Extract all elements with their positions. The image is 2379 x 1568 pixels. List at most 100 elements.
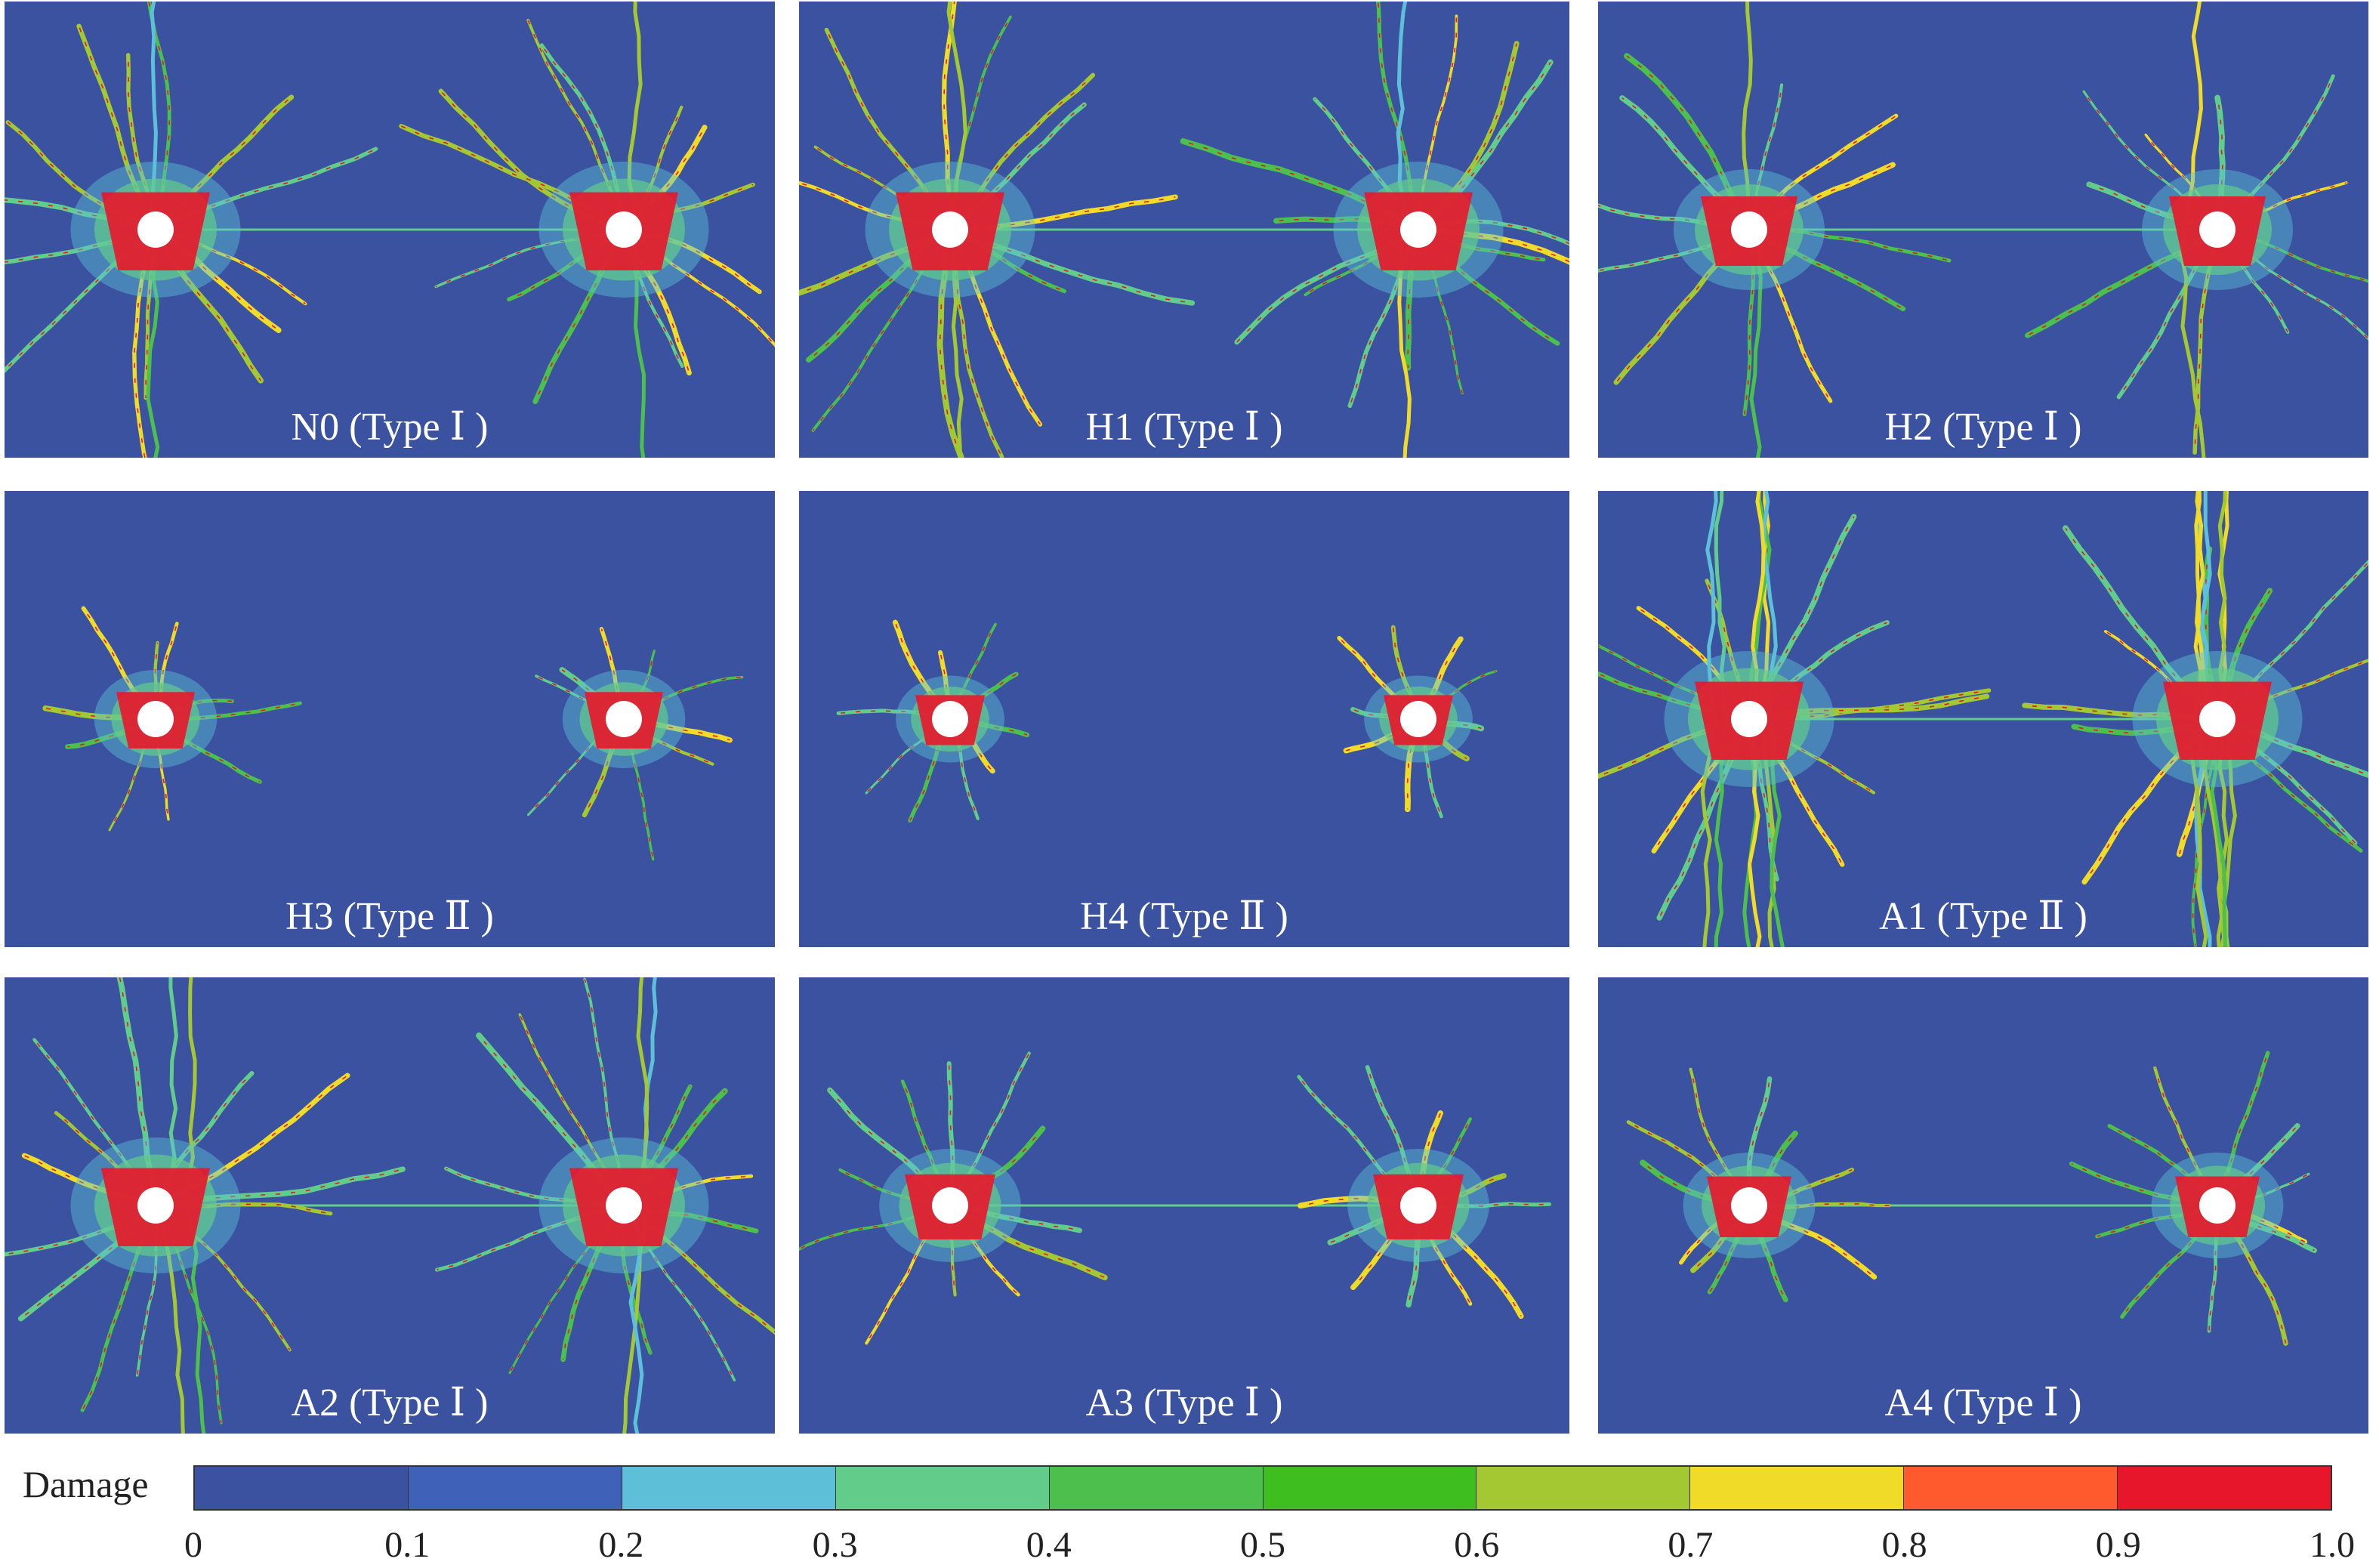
crack-core	[2217, 561, 2368, 720]
panel-label: A3 (Type Ⅰ )	[1085, 1381, 1283, 1424]
damage-panel: A1 (Type Ⅱ )	[1598, 491, 2368, 947]
panel-label: H4 (Type Ⅱ )	[1080, 895, 1288, 938]
borehole	[137, 701, 174, 737]
borehole	[2199, 211, 2236, 248]
vertical-crack	[2179, 229, 2206, 458]
damage-field	[1626, 1051, 2317, 1346]
blast-hole-left	[1598, 2, 1952, 458]
legend-color-segment	[1904, 1467, 2118, 1509]
crack-core	[799, 1205, 951, 1250]
crack-core	[2071, 1163, 2218, 1206]
crack-core	[1418, 43, 1517, 230]
crack-core	[2073, 718, 2218, 734]
crack-core	[155, 229, 279, 331]
crack-core	[812, 229, 951, 431]
blast-hole-left	[42, 606, 302, 832]
crack-core	[1418, 16, 1458, 230]
borehole	[1731, 211, 1767, 248]
crack-core	[2217, 1205, 2287, 1344]
crack-core	[949, 1205, 1080, 1231]
crack-core	[155, 702, 301, 720]
blast-hole-right	[434, 977, 775, 1434]
crack-core	[148, 2, 171, 230]
crack-core	[1748, 1205, 1875, 1278]
legend-tick-label: 0.3	[812, 1525, 858, 1565]
crack-core	[2065, 527, 2218, 720]
crack-core	[949, 229, 1065, 292]
legend-color-segment	[1476, 1467, 1691, 1509]
crack-core	[1366, 1066, 1419, 1206]
legend-tick-label: 0.7	[1668, 1525, 1714, 1565]
crack-core	[5, 229, 156, 372]
blast-hole-right	[1337, 625, 1498, 819]
crack-core	[623, 1205, 775, 1333]
blast-hole-right	[1297, 1065, 1551, 1320]
legend-colorbar	[193, 1465, 2332, 1511]
blast-hole-right	[527, 626, 744, 861]
blast-hole-left	[799, 2, 1196, 458]
legend-color-segment	[1049, 1467, 1264, 1509]
borehole	[1731, 701, 1767, 737]
blast-hole-right	[2022, 491, 2368, 947]
crack-core	[623, 229, 690, 374]
legend-tick-label: 0.9	[2095, 1525, 2141, 1565]
crack-core	[2217, 229, 2368, 340]
borehole	[606, 1187, 642, 1224]
legend-color-segment	[408, 1467, 622, 1509]
damage-panel: H4 (Type Ⅱ )	[799, 491, 1569, 947]
borehole	[1400, 1187, 1436, 1224]
damage-field	[836, 619, 1498, 823]
crack-core	[825, 29, 951, 230]
legend-tick-label: 0.5	[1240, 1525, 1285, 1565]
crack-core	[1748, 1079, 1770, 1206]
vertical-crack	[1705, 491, 1718, 720]
borehole	[932, 1187, 968, 1224]
panel-label: H2 (Type Ⅰ )	[1884, 406, 2082, 449]
blast-hole-right	[1180, 2, 1569, 458]
legend-tick-label: 1.0	[2310, 1525, 2355, 1565]
blast-hole-right	[2025, 2, 2368, 458]
legend-tick-label: 0.1	[384, 1525, 430, 1565]
legend-tick-label: 0.2	[598, 1525, 644, 1565]
legend-title: Damage	[23, 1463, 149, 1505]
legend-color-segment	[835, 1467, 1050, 1509]
crack-core	[1304, 229, 1419, 295]
legend-color-segment	[2118, 1467, 2331, 1509]
damage-field	[1598, 2, 2368, 458]
crack-core	[1637, 607, 1750, 720]
crack-core	[1626, 55, 1750, 230]
vertical-crack	[1700, 718, 1718, 947]
crack-core	[519, 1014, 625, 1206]
damage-field	[1598, 491, 2368, 947]
crack-core	[949, 1128, 1044, 1206]
borehole	[137, 211, 174, 248]
crack-core	[1689, 1069, 1750, 1206]
legend-tick-label: 0.8	[1881, 1525, 1927, 1565]
panel-label: A2 (Type Ⅰ )	[291, 1381, 489, 1424]
borehole	[606, 701, 642, 737]
panel-label: H3 (Type Ⅱ )	[285, 895, 494, 938]
crack-core	[622, 1205, 651, 1353]
damage-panel: H3 (Type Ⅱ )	[5, 491, 775, 947]
blast-hole-right	[399, 2, 775, 458]
crack-core	[82, 1205, 156, 1411]
borehole	[2199, 1187, 2236, 1224]
crack-core	[943, 2, 955, 230]
crack-core	[1314, 98, 1419, 230]
crack-core	[949, 17, 1011, 230]
panel-label: A4 (Type Ⅰ )	[1884, 1381, 2082, 1424]
damage-legend: Damage 0 0.1 0.2 0.3 0.4 0.5 0.6 0.7 0.8 0.9 1.0	[0, 1450, 2379, 1568]
borehole	[1400, 211, 1436, 248]
crack-core	[623, 650, 656, 720]
damage-panel: H2 (Type Ⅰ )	[1598, 2, 2368, 458]
crack-core	[623, 1090, 726, 1206]
crack-core	[1748, 164, 1893, 230]
crack-core	[623, 229, 761, 292]
crack-core	[949, 229, 1041, 425]
damage-field	[42, 606, 744, 861]
borehole	[2199, 701, 2236, 737]
blast-hole-right	[2069, 1051, 2317, 1346]
damage-panel: A2 (Type Ⅰ )	[5, 977, 775, 1434]
blast-hole-left	[5, 2, 378, 458]
panel-label: A1 (Type Ⅱ )	[1879, 895, 2087, 938]
